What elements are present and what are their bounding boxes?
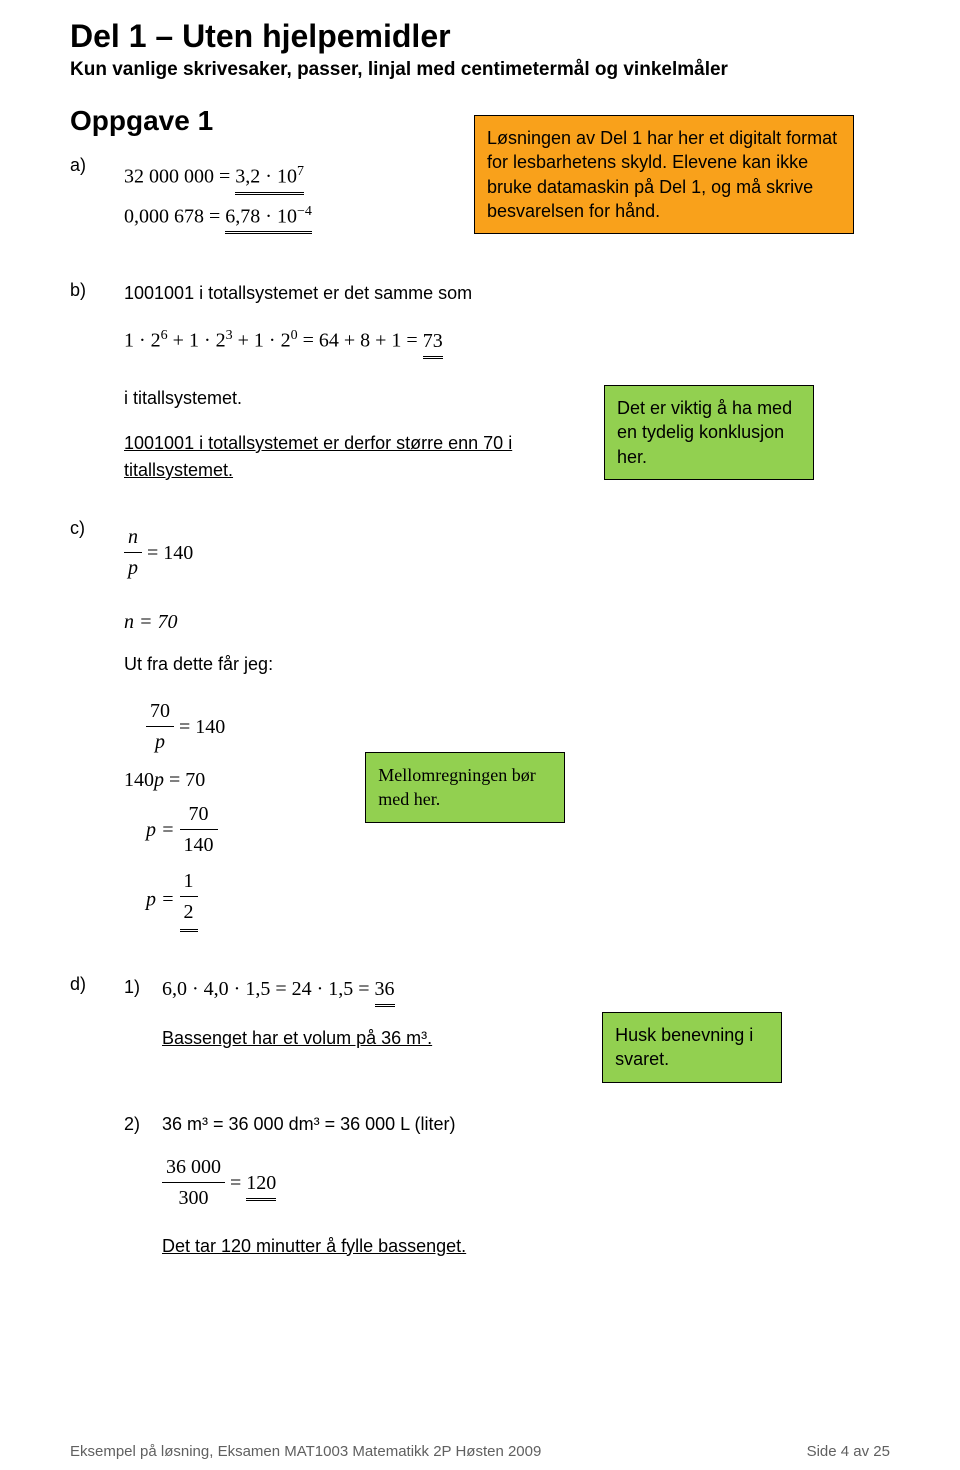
- page-subtitle: Kun vanlige skrivesaker, passer, linjal …: [70, 59, 890, 81]
- b-eq-e2: 3: [226, 328, 233, 343]
- a-line2-rhs: 6,78 · 10: [225, 205, 297, 227]
- b-conclusion: 1001001 i totallsystemet er derfor størr…: [124, 430, 524, 484]
- d-f-ans: 120: [246, 1168, 276, 1201]
- d-sub1-label: 1): [124, 974, 162, 1001]
- footer-left: Eksempel på løsning, Eksamen MAT1003 Mat…: [70, 1443, 541, 1460]
- d-eq1-lhs: 6,0 · 4,0 · 1,5 = 24 · 1,5 =: [162, 978, 375, 1000]
- c-l5-lhs: p =: [146, 889, 180, 911]
- b-eq-e3: 0: [291, 328, 298, 343]
- a-line1-lhs: 32 000 000 =: [124, 166, 235, 188]
- d-conc2: Det tar 120 minutter å fylle bassenget.: [162, 1233, 466, 1260]
- d-eq1-ans: 36: [375, 974, 395, 1007]
- c-l4-den: 140: [180, 829, 218, 860]
- b-eq-p1: 1 · 2: [124, 330, 161, 352]
- part-b-content: 1001001 i totallsystemet er det samme so…: [124, 280, 814, 484]
- a-line1-rhs: 3,2 · 10: [235, 166, 297, 188]
- d-f-num: 36 000: [162, 1152, 225, 1182]
- callout-working: Mellomregningen bør med her.: [365, 752, 565, 823]
- part-c-label: c): [70, 518, 124, 539]
- c-f1-den: p: [124, 552, 142, 583]
- c-l3: 140p = 70: [124, 769, 205, 791]
- c-f1-rhs: = 140: [142, 542, 193, 564]
- c-l5-num: 1: [180, 866, 198, 896]
- a-line2-exp: −4: [297, 204, 312, 219]
- c-l4-num: 70: [180, 799, 218, 829]
- d-f-rhs: =: [225, 1172, 246, 1194]
- b-eq-e1: 6: [161, 328, 168, 343]
- d-eq2: 36 m³ = 36 000 dm³ = 36 000 L (liter): [162, 1111, 466, 1138]
- callout-units: Husk benevning i svaret.: [602, 1012, 782, 1083]
- footer-right: Side 4 av 25: [807, 1443, 890, 1460]
- callout-digital-format: Løsningen av Del 1 har her et digitalt f…: [474, 115, 854, 234]
- page-title: Del 1 – Uten hjelpemidler: [70, 18, 890, 55]
- part-a-content: 32 000 000 = 3,2 · 107 0,000 678 = 6,78 …: [124, 155, 424, 240]
- part-a-label: a): [70, 155, 124, 176]
- c-f2-den: p: [146, 726, 174, 757]
- b-eq-ans: 73: [423, 326, 443, 359]
- c-utfra: Ut fra dette får jeg:: [124, 651, 565, 678]
- c-l4-lhs: p =: [146, 819, 180, 841]
- d-f-den: 300: [162, 1182, 225, 1213]
- part-d-label: d): [70, 974, 124, 995]
- a-line2-lhs: 0,000 678 =: [124, 205, 225, 227]
- b-eq-p2: + 1 · 2: [168, 330, 226, 352]
- part-c-content: np = 140 n = 70 Ut fra dette får jeg: 70…: [124, 518, 565, 940]
- a-line1-exp: 7: [297, 164, 304, 179]
- c-n-eq: n = 70: [124, 611, 178, 633]
- c-f2-rhs: = 140: [174, 716, 225, 738]
- part-d-content: 1) 6,0 · 4,0 · 1,5 = 24 · 1,5 = 36 Basse…: [124, 974, 890, 1260]
- b-titall: i titallsystemet.: [124, 385, 544, 412]
- c-l5-den: 2: [180, 896, 198, 927]
- b-eq-rhs: = 64 + 8 + 1 =: [298, 330, 423, 352]
- b-intro: 1001001 i totallsystemet er det samme so…: [124, 280, 814, 307]
- d-conc1: Bassenget har et volum på 36 m³.: [162, 1025, 432, 1052]
- d-sub2-label: 2): [124, 1111, 162, 1138]
- b-eq-p3: + 1 · 2: [233, 330, 291, 352]
- c-f2-num: 70: [146, 696, 174, 726]
- callout-conclusion: Det er viktig å ha med en tydelig konklu…: [604, 385, 814, 480]
- c-f1-num: n: [124, 522, 142, 552]
- part-b-label: b): [70, 280, 124, 301]
